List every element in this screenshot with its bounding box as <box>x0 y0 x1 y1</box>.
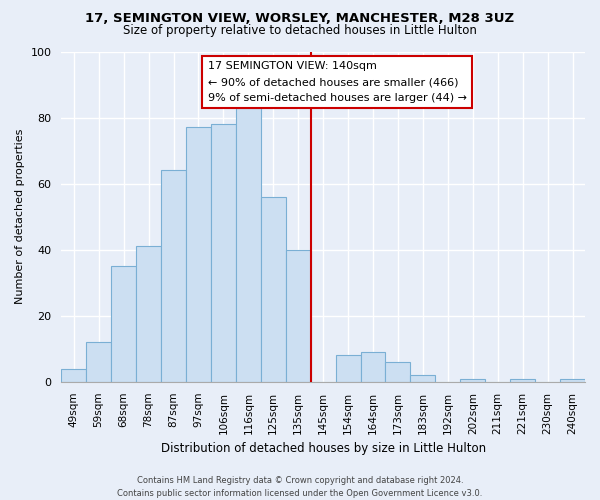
Bar <box>410 375 436 382</box>
Bar <box>361 352 385 382</box>
Bar <box>186 128 211 382</box>
Bar <box>261 197 286 382</box>
Text: 17, SEMINGTON VIEW, WORSLEY, MANCHESTER, M28 3UZ: 17, SEMINGTON VIEW, WORSLEY, MANCHESTER,… <box>85 12 515 26</box>
X-axis label: Distribution of detached houses by size in Little Hulton: Distribution of detached houses by size … <box>161 442 486 455</box>
Bar <box>510 378 535 382</box>
Bar <box>385 362 410 382</box>
Bar <box>86 342 111 382</box>
Bar <box>111 266 136 382</box>
Text: Contains HM Land Registry data © Crown copyright and database right 2024.
Contai: Contains HM Land Registry data © Crown c… <box>118 476 482 498</box>
Bar <box>560 378 585 382</box>
Bar <box>136 246 161 382</box>
Bar <box>211 124 236 382</box>
Y-axis label: Number of detached properties: Number of detached properties <box>15 129 25 304</box>
Text: 17 SEMINGTON VIEW: 140sqm
← 90% of detached houses are smaller (466)
9% of semi-: 17 SEMINGTON VIEW: 140sqm ← 90% of detac… <box>208 62 467 102</box>
Bar <box>335 356 361 382</box>
Bar <box>236 108 261 382</box>
Bar <box>161 170 186 382</box>
Bar <box>460 378 485 382</box>
Bar <box>286 250 311 382</box>
Text: Size of property relative to detached houses in Little Hulton: Size of property relative to detached ho… <box>123 24 477 37</box>
Bar <box>61 368 86 382</box>
